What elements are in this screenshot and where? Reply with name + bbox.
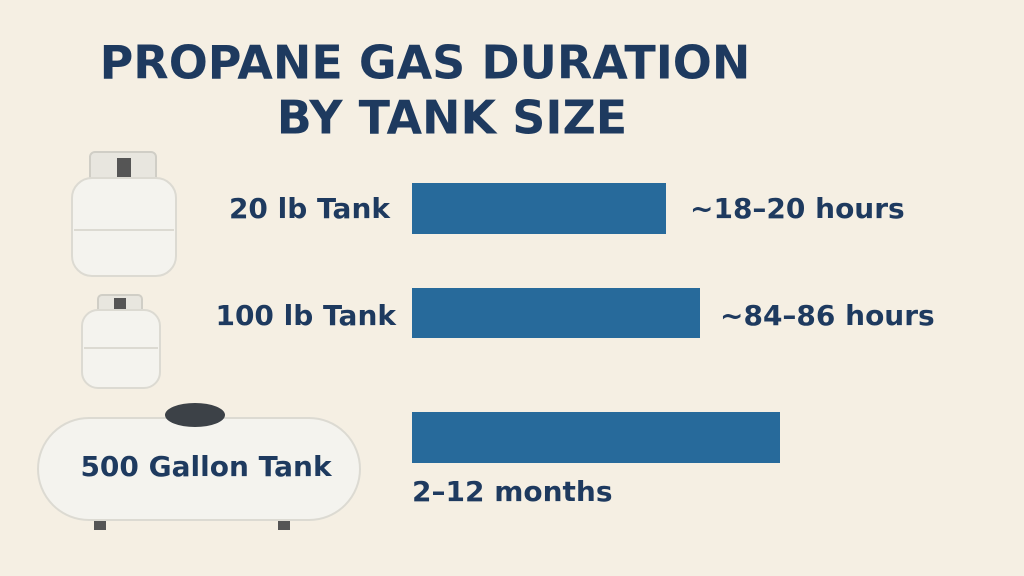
tank-label: 500 Gallon Tank	[80, 450, 333, 483]
duration-label: ~18–20 hours	[690, 192, 905, 225]
duration-label: 2–12 months	[412, 475, 613, 508]
title-line: BY TANK SIZE	[277, 91, 627, 145]
tank-label: 100 lb Tank	[215, 299, 397, 332]
tank-icon	[81, 294, 161, 389]
tank-icon	[37, 403, 361, 530]
tank-label: 20 lb Tank	[229, 192, 391, 225]
bar	[412, 183, 666, 234]
bar	[412, 412, 780, 463]
bar	[412, 288, 700, 338]
title-line: PROPANE GAS DURATION	[100, 36, 751, 90]
tank-icon	[71, 151, 177, 277]
duration-label: ~84–86 hours	[720, 299, 935, 332]
